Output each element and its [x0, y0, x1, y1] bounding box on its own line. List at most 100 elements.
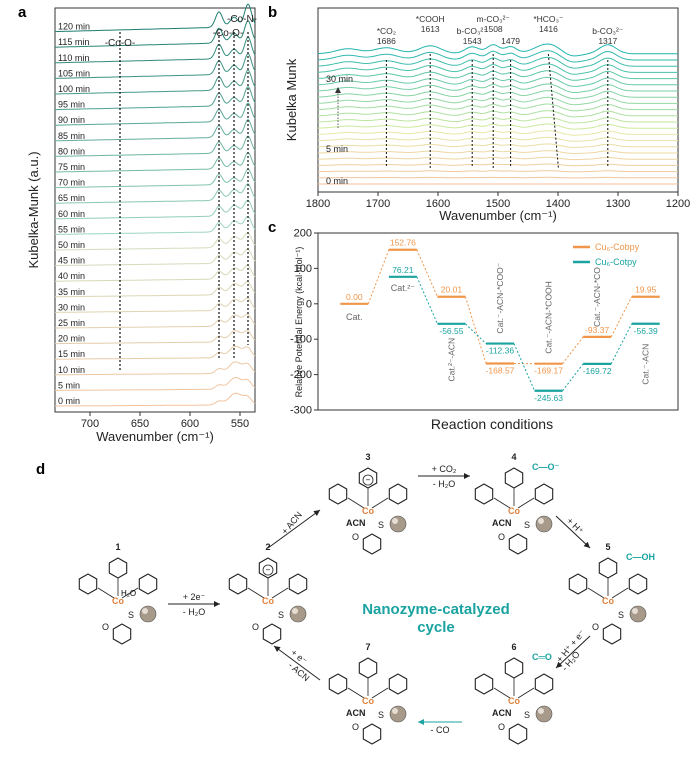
panel-c-tick-label: 200 [294, 228, 312, 240]
molecule-number: 5 [605, 542, 610, 552]
panel-d-molecules: 1 Co S O H₂O 2 − Co S O 3 − Co ACN S O 4 Co ACN S O C—O⁻ 5 Co S O… [78, 452, 655, 745]
bond [347, 687, 365, 699]
panel-c-state-label: Cat.²⁻-ACN [446, 338, 456, 382]
panel-c-value-label: 20.01 [441, 285, 463, 295]
panel-a-series-label: 45 min [58, 256, 85, 266]
panel-b-curve [318, 136, 678, 142]
panel-a-series-label: 15 min [58, 349, 85, 359]
panel-b-curve [317, 56, 678, 69]
panel-a-curve [55, 183, 256, 204]
panel-a-series-label: 25 min [58, 318, 85, 328]
acn-label: ACN [492, 708, 512, 718]
panel-b-band-name: m-CO₃²⁻ [476, 14, 509, 24]
molecule-7: 7 Co ACN S O [328, 642, 408, 745]
panel-a-curve [55, 361, 256, 376]
panel-b-band-value: 1508 [484, 24, 503, 34]
ring [598, 557, 618, 579]
oxygen-label: O [352, 532, 359, 542]
panel-b-curve [318, 170, 678, 173]
nanoparticle [629, 605, 647, 623]
panel-b-label-30min: 30 min [326, 74, 353, 84]
panel-c-tick-label: 0 [306, 298, 312, 310]
charge-circle [362, 474, 374, 486]
panel-b-band-name: b-CO₃²⁻ [592, 26, 623, 36]
sulfur-label: S [618, 610, 624, 620]
ring [108, 557, 128, 579]
arrow-label-above: + ACN [279, 510, 304, 537]
panel-a-series-label: 100 min [58, 84, 90, 94]
panel-a-curve [55, 85, 256, 111]
panel-c-value-label: 0.00 [346, 292, 363, 302]
panel-a-series-label: 85 min [58, 131, 85, 141]
panel-a-curve [55, 281, 256, 298]
panel-a-series-label: 75 min [58, 162, 85, 172]
panel-a-annotation: -Co-O- [105, 38, 136, 49]
panel-b-tick-label: 1700 [366, 198, 390, 210]
ring [112, 623, 132, 645]
panel-a-curve [55, 135, 256, 157]
panel-b-tick-label: 1300 [606, 198, 630, 210]
panel-b-curve [317, 123, 678, 130]
ring [628, 573, 648, 595]
panel-c-tick-label: 100 [294, 263, 312, 275]
nanoparticle-highlight [142, 608, 148, 614]
nanoparticle [389, 515, 407, 533]
panel-a-x-ticks: 700 650 600 550 [81, 412, 249, 430]
panel-c-value-label: 152.76 [390, 238, 416, 248]
arrow-head [418, 719, 424, 725]
nanoparticle-highlight [632, 608, 638, 614]
panel-c-connector [513, 343, 536, 391]
cobalt-label: Co [362, 696, 374, 706]
molecule-4: 4 Co ACN S O C—O⁻ [474, 452, 560, 555]
panel-b-letter: b [268, 4, 277, 21]
bond [587, 587, 605, 599]
arrow-label-above: + 2e⁻ [183, 592, 206, 602]
cobalt-label: Co [362, 506, 374, 516]
panel-b-tick-label: 1600 [426, 198, 450, 210]
bond [247, 587, 265, 599]
panel-b-band-value: 1479 [501, 36, 520, 46]
sulfur-label: S [128, 610, 134, 620]
ring [262, 623, 282, 645]
panel-a-curve [55, 345, 256, 360]
nanoparticle-highlight [392, 518, 398, 524]
molecule-number: 6 [511, 642, 516, 652]
ring [504, 657, 524, 679]
panel-c-tick-label: -100 [290, 334, 312, 346]
nanoparticle [139, 605, 157, 623]
ring [602, 623, 622, 645]
panel-c-y-ticks: 200 100 0 -100 -200 -300 [290, 228, 318, 417]
panel-a-curve [55, 118, 256, 142]
acn-label: ACN [346, 518, 366, 528]
panel-c-state-label: Cat.⁻-ACN [641, 344, 651, 385]
molecule-2: 2 − Co S O [228, 542, 308, 645]
panel-a-curve [55, 102, 256, 126]
cobalt-label: Co [262, 596, 274, 606]
panel-b-band-value: 1317 [598, 36, 617, 46]
panel-d-letter: d [36, 461, 45, 478]
panel-b-curve [317, 83, 678, 94]
panel-a-tick-label: 600 [181, 418, 199, 430]
panel-b-band-value: 1613 [421, 24, 440, 34]
panel-c-ylabel: Relative Potential Energy (kcal·mol⁻¹) [294, 247, 304, 398]
molecule-number: 7 [365, 642, 370, 652]
panel-c-value-label: -56.55 [439, 326, 463, 336]
arrow-label-above: + H⁺ [565, 516, 586, 537]
panel-a-annotation: -Co-O- [213, 28, 244, 39]
bond [517, 687, 535, 699]
panel-c-value-label: -168.57 [486, 365, 515, 375]
panel-a-curve [55, 36, 256, 64]
panel-c-letter: c [268, 219, 276, 236]
nanoparticle-highlight [292, 608, 298, 614]
arrow-label-below: - CO [431, 725, 450, 735]
bond [493, 497, 511, 509]
panel-c-value-label: -245.63 [534, 393, 563, 403]
ring [78, 573, 98, 595]
panel-c-state-labels: Cat. Cat.²⁻ Cat.²⁻-ACN Cat.⁻-ACN-*COO⁻ Cat.⁻… [346, 263, 651, 385]
ring [388, 483, 408, 505]
panel-c-state-label: Cat.⁻-ACN-*COO⁻ [495, 263, 505, 334]
panel-c-connector [562, 336, 584, 364]
ring [362, 723, 382, 745]
panel-a-series-label: 65 min [58, 193, 85, 203]
panel-b-xlabel: Wavenumber (cm⁻¹) [439, 208, 557, 223]
